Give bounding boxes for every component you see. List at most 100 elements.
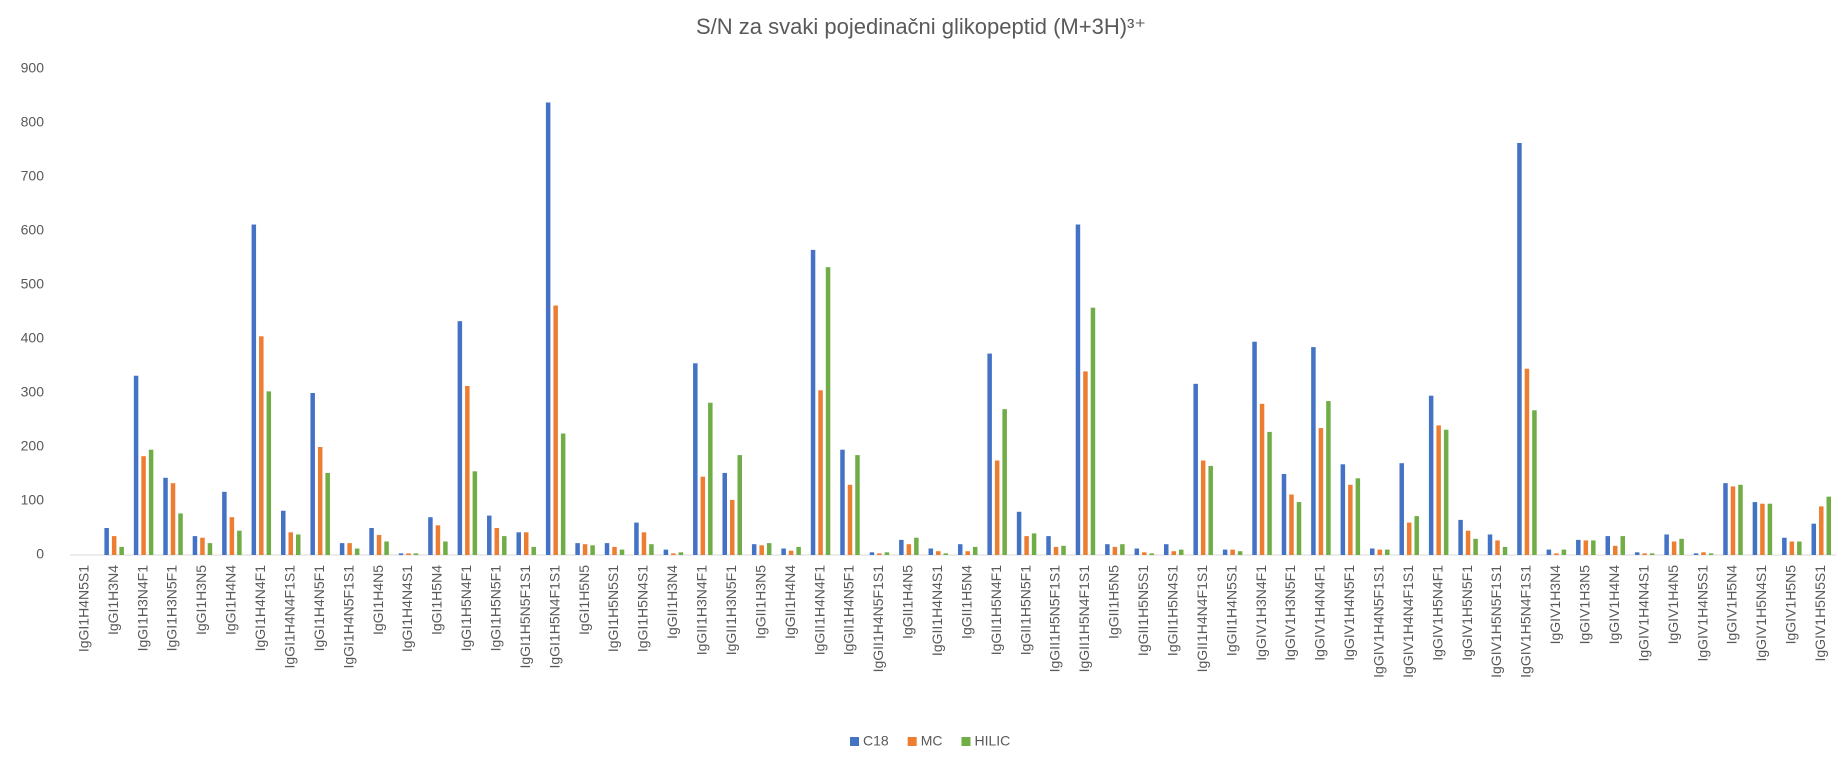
bar	[1046, 536, 1051, 555]
bar	[1259, 403, 1265, 555]
bar	[1208, 465, 1213, 555]
x-tick-label: IgGII1H4N5S1	[1223, 565, 1239, 656]
bar	[1664, 534, 1669, 555]
x-tick-label: IgGI1H3N5F1	[164, 565, 180, 652]
bar	[170, 483, 176, 555]
bar	[730, 499, 735, 555]
x-tick-label: IgGI1H4N5	[370, 565, 386, 635]
bar	[810, 249, 816, 555]
x-tick-label: IgGI1H5N4	[429, 565, 445, 635]
bar	[163, 477, 168, 555]
x-tick-label: IgGII1H5N4	[958, 565, 974, 639]
bar	[1385, 549, 1390, 555]
bar	[1090, 307, 1096, 555]
y-tick-label: 0	[36, 546, 44, 562]
bar	[200, 537, 205, 555]
bar	[604, 543, 610, 555]
bar	[634, 522, 639, 555]
bar	[1723, 483, 1728, 555]
bar	[840, 449, 845, 555]
bar	[582, 544, 588, 555]
bar	[928, 548, 934, 555]
bar	[1326, 401, 1331, 555]
legend-swatch	[907, 737, 917, 746]
bar	[376, 535, 382, 555]
bar	[1281, 474, 1287, 555]
bar	[494, 528, 500, 555]
x-tick-label: IgGIV1H5N4F1	[1429, 565, 1445, 661]
bar	[1348, 484, 1353, 555]
bar	[398, 553, 404, 555]
x-tick-label: IgGII1H5N5F1S1	[1047, 565, 1063, 673]
bar	[914, 537, 919, 555]
bar	[1414, 516, 1419, 555]
bar	[1399, 463, 1404, 555]
bar	[1061, 545, 1066, 555]
bar	[1222, 549, 1228, 555]
x-tick-label: IgGI1H5N4F1	[458, 565, 474, 652]
bar	[693, 363, 698, 555]
x-tick-label: IgGIV1H4N5	[1665, 565, 1681, 645]
bar	[406, 553, 411, 555]
y-tick-label: 900	[21, 60, 45, 76]
bar	[1634, 552, 1640, 555]
bar	[737, 455, 742, 555]
x-tick-label: IgGII1H3N4	[664, 565, 680, 639]
bar	[310, 393, 315, 555]
x-tick-label: IgGII1H4N5F1	[841, 565, 857, 655]
x-tick-label: IgGII1H5N5S1	[1135, 565, 1151, 656]
bar	[1075, 224, 1081, 555]
bar	[796, 546, 801, 555]
bar	[708, 402, 713, 555]
bar	[207, 543, 213, 555]
bar	[229, 517, 235, 555]
y-tick-label: 700	[21, 168, 45, 184]
bar	[251, 224, 257, 555]
bar	[965, 551, 970, 555]
bar	[877, 553, 882, 555]
bar	[1473, 538, 1478, 555]
bar	[1406, 522, 1412, 555]
x-tick-label: IgGII1H5N4S1	[1164, 565, 1180, 656]
x-tick-label: IgGIV1H3N4	[1547, 565, 1563, 645]
bar	[1443, 429, 1449, 555]
x-tick-label: IgGII1H3N5F1	[723, 565, 739, 655]
x-tick-label: IgGIV1H4N5S1	[1694, 565, 1710, 662]
y-tick-label: 600	[21, 222, 45, 238]
x-tick-label: IgGI1H5N5F1S1	[517, 565, 533, 669]
bar	[906, 544, 912, 555]
bar	[663, 549, 669, 555]
bar	[1524, 368, 1530, 555]
x-tick-label: IgGI1H5N5F1	[487, 565, 503, 652]
bar	[1267, 431, 1272, 555]
bar	[1708, 553, 1714, 555]
x-tick-label: IgGIV1H5N5F1	[1459, 565, 1475, 661]
bar	[347, 543, 352, 555]
bar	[1134, 548, 1140, 555]
bar	[1465, 530, 1471, 555]
x-tick-label: IgGI1H3N5	[193, 565, 209, 635]
bar	[523, 532, 529, 555]
x-tick-label: IgGII1H5N5	[1106, 565, 1122, 639]
bar	[1252, 341, 1257, 555]
bar	[141, 456, 146, 555]
bar	[1693, 553, 1699, 555]
legend-label: HILIC	[974, 733, 1010, 749]
bar	[1649, 553, 1655, 555]
bar	[1436, 425, 1441, 555]
x-tick-label: IgGI1H3N4F1	[134, 565, 150, 652]
bar	[443, 541, 448, 555]
bar	[428, 517, 433, 555]
chart-title: S/N za svaki pojedinačni glikopeptid (M+…	[696, 14, 1146, 39]
bar	[957, 544, 963, 555]
bar	[1149, 553, 1155, 555]
bar	[590, 545, 595, 555]
bar	[1605, 536, 1610, 555]
bar	[671, 553, 676, 555]
bar	[502, 536, 507, 555]
x-tick-label: IgGII1H4N5F1S1	[870, 565, 886, 673]
x-tick-label: IgGI1H4N4S1	[399, 565, 415, 652]
bar	[1679, 538, 1684, 555]
bar	[133, 375, 139, 555]
